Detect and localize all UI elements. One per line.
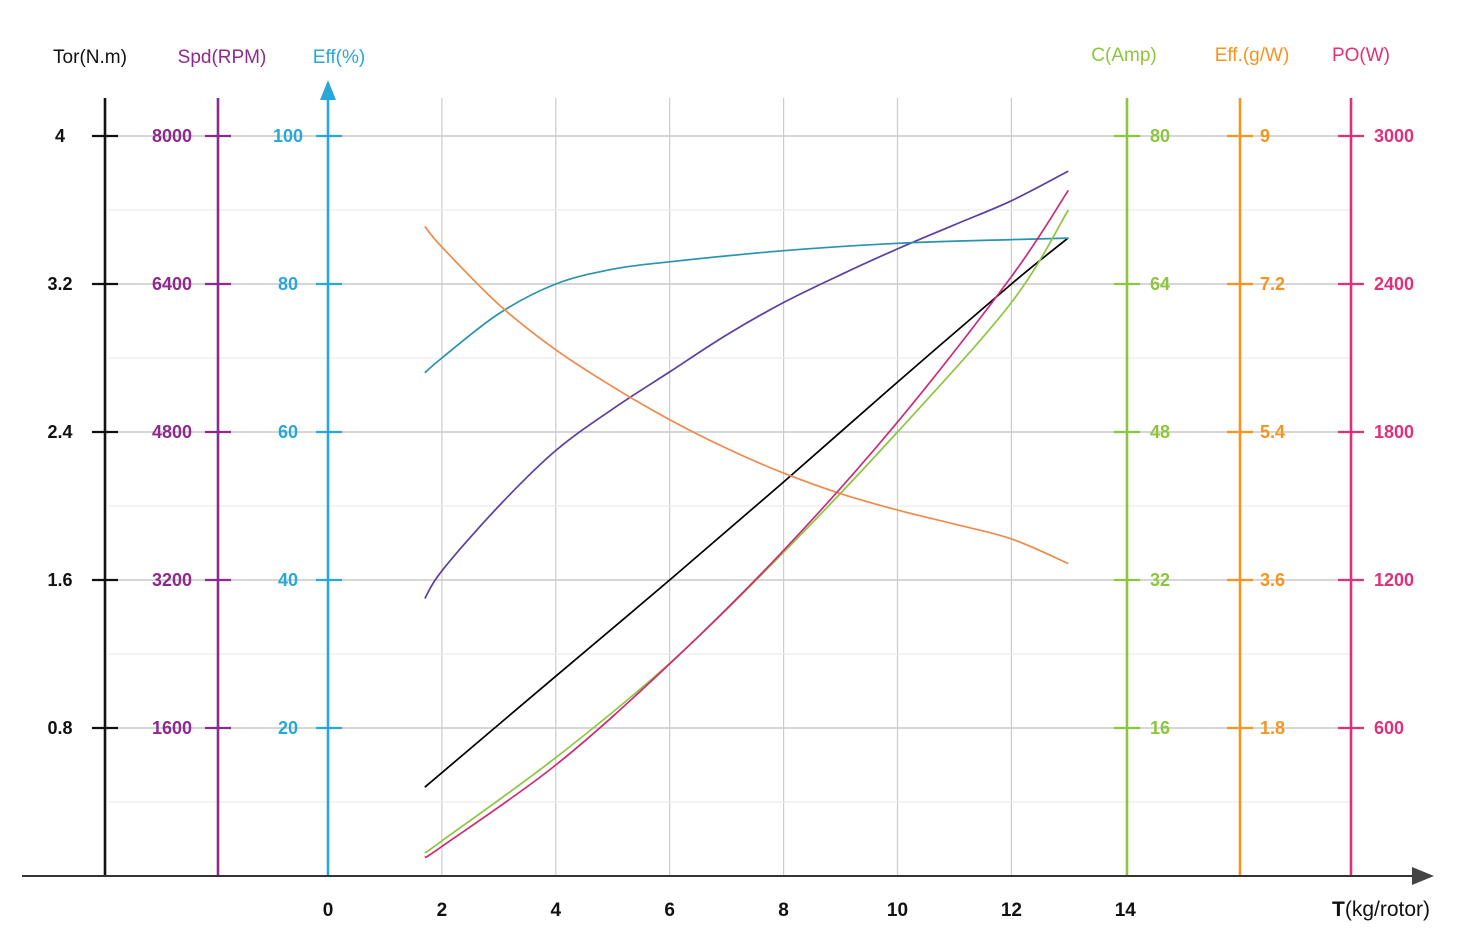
series-line-spd	[424, 170, 1069, 599]
y-axis-title-po: PO(W)	[1332, 45, 1390, 66]
y-axis-gw: Eff.(g/W) 1.8 3.6 5.4 7.2 9	[1215, 45, 1290, 876]
series-line-amp	[424, 209, 1070, 854]
y-axis-spd: Spd(RPM) 1600 3200 4800 6400 8000	[152, 47, 266, 876]
x-tick-label-4: 8	[778, 900, 789, 921]
y-tick-label-tor-1: 1.6	[47, 570, 72, 590]
y-tick-label-gw-2: 5.4	[1260, 422, 1285, 442]
y-axis-title-spd: Spd(RPM)	[178, 47, 267, 68]
x-axis-arrow-icon	[1412, 867, 1434, 885]
y-tick-label-gw-3: 7.2	[1260, 274, 1285, 294]
y-axis-title-gw: Eff.(g/W)	[1215, 45, 1290, 66]
y-tick-label-spd-1: 3200	[152, 570, 192, 590]
x-tick-label-0: 0	[323, 900, 334, 921]
y-tick-label-amp-3: 64	[1150, 274, 1170, 294]
y-tick-label-po-1: 1200	[1374, 570, 1414, 590]
x-axis-label-unit: (kg/rotor)	[1345, 898, 1430, 921]
y-tick-label-amp-1: 32	[1150, 570, 1170, 590]
x-tick-label-3: 6	[664, 900, 675, 921]
y-tick-label-amp-4: 80	[1150, 126, 1170, 146]
x-axis: T(kg/rotor) 0 2 4 6 8 10 12 14	[22, 867, 1434, 921]
y-tick-label-amp-0: 16	[1150, 718, 1170, 738]
x-tick-label-1: 2	[437, 900, 448, 921]
y-axis-po: PO(W) 600 1200 1800 2400 3000	[1332, 45, 1414, 876]
y-tick-label-po-3: 2400	[1374, 274, 1414, 294]
y-tick-label-eff-1: 40	[278, 570, 298, 590]
data-series	[424, 170, 1070, 859]
y-tick-label-tor-2: 2.4	[47, 422, 72, 442]
y-tick-label-gw-4: 9	[1260, 126, 1270, 146]
y-axis-title-tor: Tor(N.m)	[53, 47, 127, 68]
series-line-gw	[424, 225, 1069, 565]
y-tick-label-amp-2: 48	[1150, 422, 1170, 442]
y-tick-label-spd-2: 4800	[152, 422, 192, 442]
y-tick-label-eff-0: 20	[278, 718, 298, 738]
y-tick-label-gw-1: 3.6	[1260, 570, 1285, 590]
y-tick-label-eff-3: 80	[278, 274, 298, 294]
y-tick-label-po-2: 1800	[1374, 422, 1414, 442]
x-axis-label: T(kg/rotor)	[1332, 898, 1430, 921]
y-tick-label-gw-0: 1.8	[1260, 718, 1285, 738]
y-axis-title-amp: C(Amp)	[1091, 45, 1156, 66]
x-tick-label-6: 12	[1001, 900, 1022, 921]
y-axes: Tor(N.m) 0.8 1.6 2.4 3.2 4 Spd(RPM) 1600 3200 480…	[47, 45, 1414, 876]
y-tick-label-eff-4: 100	[273, 126, 303, 146]
y-tick-label-tor-0: 0.8	[47, 718, 72, 738]
y-axis-arrow-icon	[320, 80, 336, 100]
y-axis-title-eff: Eff(%)	[313, 47, 365, 68]
x-tick-label-5: 10	[887, 900, 908, 921]
x-tick-label-2: 4	[551, 900, 562, 921]
x-axis-label-bold: T	[1332, 898, 1345, 921]
y-tick-label-eff-2: 60	[278, 422, 298, 442]
series-line-po	[424, 189, 1070, 859]
grid-lines	[108, 98, 1351, 876]
x-tick-label-7: 14	[1115, 900, 1137, 921]
y-axis-amp: C(Amp) 16 32 48 64 80	[1091, 45, 1170, 876]
y-tick-label-spd-0: 1600	[152, 718, 192, 738]
y-tick-label-po-4: 3000	[1374, 126, 1414, 146]
y-tick-label-spd-4: 8000	[152, 126, 192, 146]
y-tick-label-po-0: 600	[1374, 718, 1404, 738]
y-tick-label-spd-3: 6400	[152, 274, 192, 294]
y-tick-label-tor-4: 4	[55, 126, 65, 146]
y-tick-label-tor-3: 3.2	[47, 274, 72, 294]
y-axis-tor: Tor(N.m) 0.8 1.6 2.4 3.2 4	[47, 47, 127, 876]
y-axis-eff: Eff(%) 20 40 60 80 100	[273, 47, 365, 876]
series-line-tor	[424, 237, 1069, 788]
series-line-eff	[424, 237, 1069, 374]
